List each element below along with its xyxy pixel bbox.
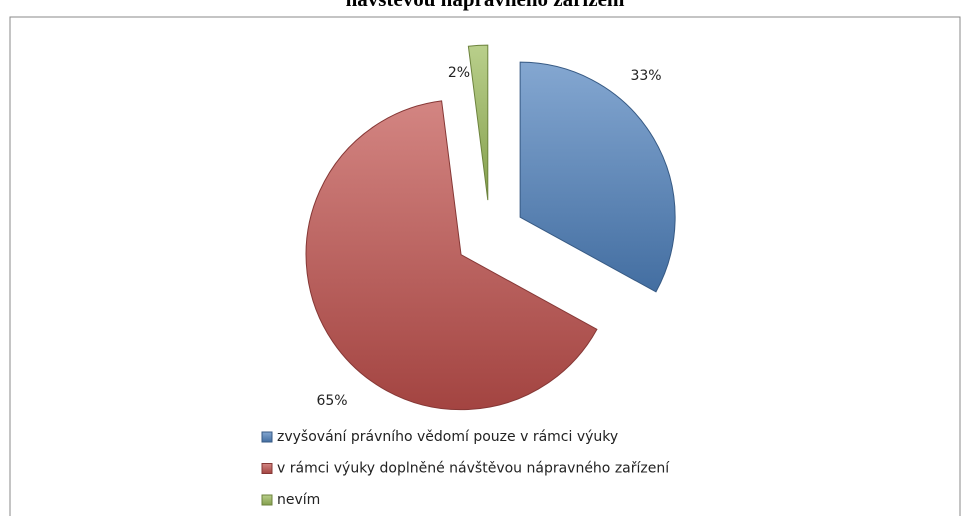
legend-swatch [261, 463, 273, 474]
pie-slice [305, 100, 598, 411]
data-label: 2% [448, 65, 470, 81]
data-label: 65% [316, 393, 347, 409]
legend-swatch [261, 494, 273, 506]
pie-slice [467, 44, 489, 201]
legend-label: v rámci výuky doplněné návštěvou nápravn… [277, 461, 670, 477]
pie-slice [519, 61, 676, 293]
data-label: 33% [630, 68, 661, 84]
legend-label: zvyšování právního vědomí pouze v rámci … [277, 429, 618, 445]
legend-label: nevím [277, 492, 320, 508]
legend-swatch [261, 431, 273, 443]
chart-title: návštěvou nápravného zařízení [346, 0, 626, 11]
